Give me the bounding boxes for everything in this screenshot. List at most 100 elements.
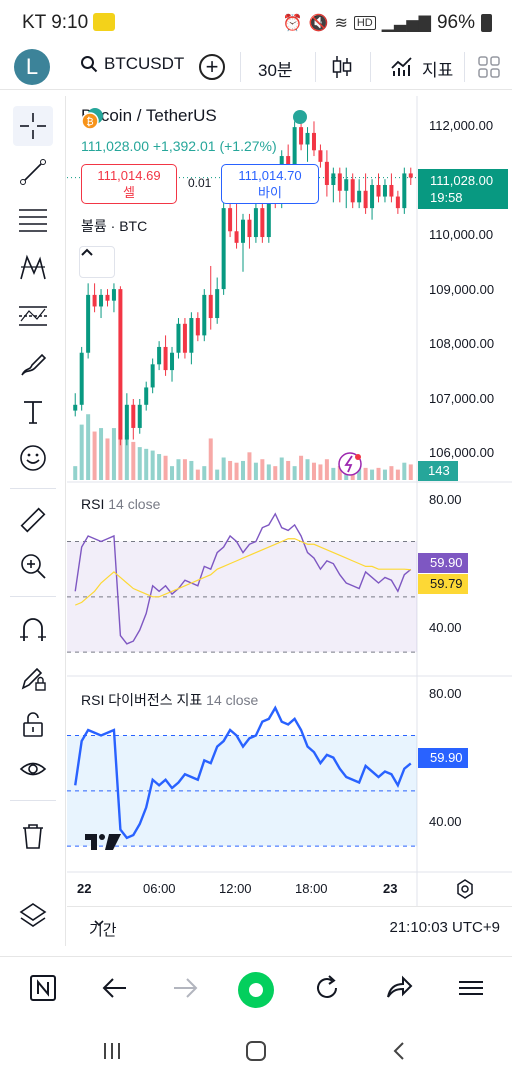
volume-bar bbox=[163, 455, 168, 480]
unlock-tool[interactable] bbox=[13, 704, 53, 744]
volume-bar bbox=[92, 431, 97, 480]
menu-icon[interactable] bbox=[456, 973, 486, 1003]
collapse-legend-button[interactable] bbox=[79, 246, 115, 278]
candle-body bbox=[221, 208, 226, 290]
candle-body bbox=[118, 289, 123, 440]
buy-label: 바이 bbox=[258, 185, 282, 200]
chart-area[interactable]: ₿ Bitcoin / TetherUS 111,028.00 +1,392.0… bbox=[67, 96, 512, 946]
chart-bottom-bar: 기간 21:10:03 UTC+9 bbox=[67, 906, 512, 946]
indicators-button[interactable]: 지표 bbox=[388, 44, 458, 90]
candle-body bbox=[99, 294, 104, 307]
lightning-alert-icon[interactable] bbox=[337, 451, 363, 477]
unlock-icon bbox=[23, 712, 43, 737]
prediction-tool[interactable] bbox=[13, 296, 53, 336]
crosshair-tool[interactable] bbox=[13, 106, 53, 146]
compare-symbol-button[interactable]: + bbox=[199, 54, 225, 80]
trend-line-icon bbox=[20, 159, 46, 185]
search-icon bbox=[81, 56, 98, 73]
status-time: KT 9:10 bbox=[22, 12, 89, 33]
candle-body bbox=[228, 208, 233, 232]
alarm-icon: ⏰ bbox=[282, 15, 303, 32]
date-range-button[interactable]: 기간 bbox=[89, 919, 117, 940]
symbol-label: BTCUSDT bbox=[104, 54, 185, 73]
candle-body bbox=[105, 294, 110, 301]
naver-home-icon[interactable] bbox=[28, 973, 58, 1003]
fib-tool[interactable] bbox=[13, 200, 53, 240]
sell-button[interactable]: 111,014.69 셀 bbox=[81, 164, 177, 204]
buy-price: 111,014.70 bbox=[238, 168, 302, 183]
text-icon bbox=[24, 401, 42, 424]
crosshair-icon bbox=[20, 113, 46, 139]
green-dot-icon[interactable] bbox=[236, 970, 276, 1010]
forward-arrow-icon[interactable] bbox=[170, 973, 200, 1003]
share-icon[interactable] bbox=[384, 973, 414, 1003]
refresh-icon[interactable] bbox=[312, 973, 342, 1003]
timezone-clock[interactable]: 21:10:03 UTC+9 bbox=[389, 919, 501, 936]
back-arrow-icon[interactable] bbox=[100, 973, 130, 1003]
object-tree-tool[interactable] bbox=[13, 896, 53, 936]
pattern-tool[interactable] bbox=[13, 248, 53, 288]
price-axis-label: 110,000.00 bbox=[429, 227, 494, 242]
volume-bar bbox=[363, 467, 368, 480]
volume-bar bbox=[337, 466, 342, 480]
hide-drawings-tool[interactable] bbox=[13, 750, 53, 790]
candle-style-icon[interactable] bbox=[331, 54, 353, 80]
trend-line-tool[interactable] bbox=[13, 152, 53, 192]
volume-bar bbox=[331, 467, 336, 480]
interval-button[interactable]: 30분 bbox=[258, 61, 293, 80]
rsi-legend[interactable]: RSI 14 close bbox=[81, 496, 160, 512]
time-axis-label: 06:00 bbox=[143, 881, 176, 896]
volume-bar bbox=[273, 466, 278, 480]
price-axis-label: 109,000.00 bbox=[429, 282, 495, 297]
volume-bar bbox=[292, 466, 297, 480]
home-icon[interactable] bbox=[244, 1040, 268, 1062]
brush-tool[interactable] bbox=[13, 344, 53, 384]
candle-body bbox=[215, 289, 220, 319]
recent-apps-icon[interactable] bbox=[100, 1040, 124, 1062]
volume-bar bbox=[408, 464, 413, 480]
rsi-line bbox=[74, 512, 412, 645]
candle-body bbox=[124, 404, 129, 440]
volume-bar bbox=[131, 441, 136, 480]
time-axis-label: 23 bbox=[383, 881, 398, 896]
magnet-tool[interactable] bbox=[13, 610, 53, 650]
symbol-legend[interactable]: ₿ Bitcoin / TetherUS bbox=[81, 106, 217, 130]
candle-body bbox=[247, 219, 252, 238]
buy-button[interactable]: 111,014.70 바이 bbox=[221, 164, 319, 204]
text-tool[interactable] bbox=[13, 392, 53, 432]
wifi-icon: ≋ bbox=[334, 15, 348, 32]
last-price-tag: 111,028.00 19:58 bbox=[418, 169, 508, 209]
candle-body bbox=[389, 184, 394, 197]
remove-drawings-tool[interactable] bbox=[13, 816, 53, 856]
hd-icon: HD bbox=[353, 16, 376, 30]
time-axis-label: 12:00 bbox=[219, 881, 252, 896]
rsi-divergence-title: RSI 다이버전스 지표 bbox=[81, 692, 203, 708]
emoji-tool[interactable] bbox=[13, 438, 53, 478]
volume-bar bbox=[176, 459, 181, 480]
volume-bar bbox=[305, 459, 310, 480]
candle-body bbox=[344, 179, 349, 191]
chart-settings-gear-icon[interactable] bbox=[455, 879, 475, 899]
back-icon[interactable] bbox=[388, 1040, 412, 1062]
measure-tool[interactable] bbox=[13, 500, 53, 540]
candle-body bbox=[92, 294, 97, 307]
layout-grid-icon[interactable] bbox=[478, 56, 500, 78]
candle-body bbox=[163, 346, 168, 371]
user-avatar[interactable]: L bbox=[14, 49, 50, 85]
volume-bar bbox=[170, 466, 175, 480]
candle-body bbox=[337, 173, 342, 191]
candle-body bbox=[170, 352, 175, 371]
rsi-params: 14 close bbox=[108, 496, 161, 512]
symbol-search-button[interactable]: BTCUSDT bbox=[80, 54, 184, 74]
price-axis-label: 106,000.00 bbox=[429, 445, 495, 460]
candle-body bbox=[370, 184, 375, 209]
lock-drawings-tool[interactable] bbox=[13, 658, 53, 698]
chart-canvas[interactable] bbox=[67, 96, 512, 946]
zoom-tool[interactable] bbox=[13, 546, 53, 586]
bar-countdown: 19:58 bbox=[430, 190, 463, 205]
rsi-divergence-legend[interactable]: RSI 다이버전스 지표 14 close bbox=[81, 690, 258, 710]
status-icons: ⏰ 🔇 ≋ HD ▁▃▅▇ 96% bbox=[283, 12, 492, 34]
volume-bar bbox=[318, 464, 323, 480]
candle-body bbox=[363, 190, 368, 209]
candle-body bbox=[305, 132, 310, 145]
